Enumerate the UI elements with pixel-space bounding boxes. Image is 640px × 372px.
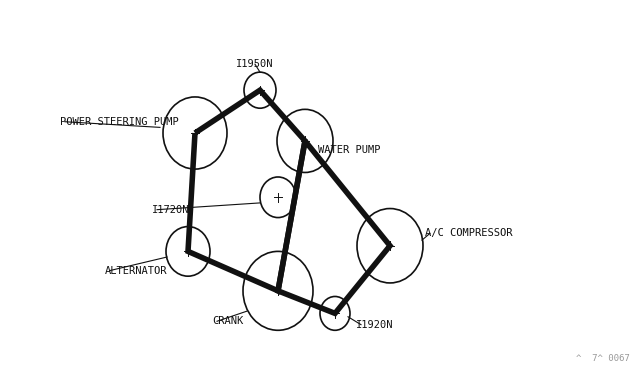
Text: I1920N: I1920N (356, 320, 394, 330)
Text: I1720N: I1720N (152, 205, 189, 215)
Text: I1950N: I1950N (236, 59, 274, 69)
Text: POWER STEERING PUMP: POWER STEERING PUMP (60, 117, 179, 127)
Text: A/C COMPRESSOR: A/C COMPRESSOR (425, 228, 513, 238)
Text: ^  7^ 0067: ^ 7^ 0067 (576, 354, 630, 363)
Text: CRANK: CRANK (212, 316, 243, 326)
Text: WATER PUMP: WATER PUMP (318, 145, 381, 155)
Text: ALTERNATOR: ALTERNATOR (105, 266, 168, 276)
